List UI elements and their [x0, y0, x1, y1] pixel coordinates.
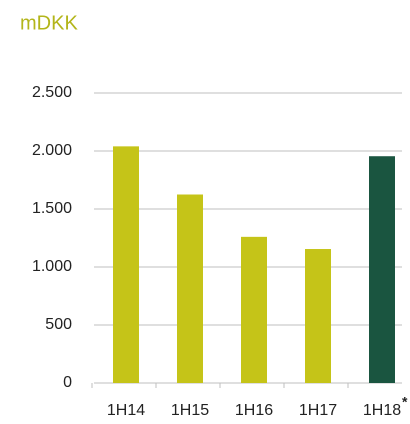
- y-tick-label: 1.000: [32, 258, 72, 275]
- y-tick-label: 2.000: [32, 142, 72, 159]
- y-tick-label: 1.500: [32, 200, 72, 217]
- x-tick-label: 1H16: [235, 402, 273, 419]
- bar: [369, 156, 395, 383]
- y-tick-label: 2.500: [32, 84, 72, 101]
- bar: [177, 194, 203, 383]
- x-tick-label: 1H14: [107, 402, 145, 419]
- x-tick-label: 1H18: [363, 402, 401, 419]
- y-tick-label: 0: [63, 374, 72, 391]
- chart-title: mDKK: [20, 12, 78, 34]
- x-tick-label: 1H17: [299, 402, 337, 419]
- bar: [241, 236, 267, 383]
- y-tick-label: 500: [45, 316, 72, 333]
- bar: [113, 146, 139, 383]
- annotation: *: [402, 394, 408, 410]
- x-tick-label: 1H15: [171, 402, 209, 419]
- bar: [305, 249, 331, 383]
